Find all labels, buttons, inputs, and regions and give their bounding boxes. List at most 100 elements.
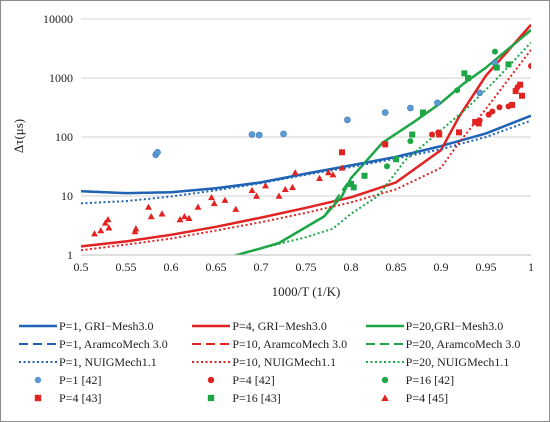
- data-points: [91, 48, 531, 237]
- y-tick-label: 1000: [49, 71, 73, 85]
- data-point-triangle: [281, 185, 289, 193]
- data-point-triangle: [208, 193, 215, 201]
- legend-symbol: [190, 338, 232, 350]
- data-point-triangle: [275, 192, 283, 199]
- legend-item: P=4 [45]: [364, 391, 537, 406]
- legend-label: P=1, GRI−Mesh3.0: [59, 318, 154, 333]
- series-line-2: [232, 29, 531, 255]
- legend-row: P=1, NUIGMech1.1 P=10, NUIGMech1.1 P=20, N…: [17, 353, 537, 371]
- legend-symbol: [364, 356, 406, 368]
- legend-symbol: [190, 392, 232, 404]
- legend-item: P=10, NUIGMech1.1: [190, 355, 363, 370]
- data-point-circle: [492, 48, 498, 55]
- legend-label: P=20,GRI−Mesh3.0: [405, 318, 504, 333]
- data-point-square: [475, 120, 482, 127]
- x-tick-label: 0.6: [164, 260, 179, 274]
- legend-symbol: [17, 320, 59, 332]
- legend-item: P=10, AramcoMech 3.0: [190, 337, 363, 352]
- legend-item: P=4, GRI−Mesh3.0: [190, 319, 363, 334]
- legend-symbol: [17, 338, 59, 350]
- data-point-circle: [528, 62, 531, 69]
- data-point-triangle: [316, 174, 323, 181]
- legend-item: P=16 [43]: [190, 391, 363, 406]
- data-point-square: [361, 172, 368, 179]
- data-point-square: [350, 184, 357, 191]
- legend-item: P=20, NUIGMech1.1: [364, 355, 537, 370]
- data-point-square: [409, 131, 416, 138]
- data-point-circle: [255, 131, 263, 139]
- series-line-7: [81, 49, 531, 252]
- legend-label: P=4 [43]: [59, 390, 102, 405]
- data-point-triangle: [158, 210, 166, 217]
- data-point-circle: [489, 108, 496, 115]
- data-point-square: [456, 129, 462, 136]
- legend-marker: [208, 394, 215, 402]
- x-tick-label: 0.65: [206, 260, 227, 274]
- data-point-square: [348, 180, 354, 187]
- y-tick-label: 10: [61, 189, 73, 203]
- data-point-circle: [384, 163, 390, 170]
- legend-row: P=4 [43] P=16 [43] P=4 [45]: [17, 389, 537, 407]
- gridlines: [81, 18, 531, 256]
- data-point-triangle: [181, 213, 188, 220]
- series-line-6: [81, 119, 531, 205]
- legend-label: P=20, AramcoMech 3.0: [405, 336, 521, 351]
- x-tick-label: 0.55: [116, 260, 137, 274]
- data-point-circle: [154, 149, 161, 156]
- data-point-square: [509, 101, 516, 108]
- data-point-triangle: [105, 224, 113, 231]
- y-tick-label: 10000: [43, 12, 73, 26]
- data-point-square: [512, 88, 519, 95]
- data-point-triangle: [185, 214, 193, 221]
- data-point-circle: [280, 130, 287, 138]
- data-point-triangle: [262, 182, 269, 189]
- data-point-triangle: [176, 216, 184, 223]
- legend-label: P=1, NUIGMech1.1: [59, 354, 157, 369]
- data-point-square: [420, 109, 426, 116]
- data-point-circle: [429, 131, 435, 138]
- legend-item: P=1, AramcoMech 3.0: [17, 337, 190, 352]
- data-point-triangle: [232, 205, 240, 212]
- legend-item: P=1, NUIGMech1.1: [17, 355, 190, 370]
- legend-label: P=1, AramcoMech 3.0: [59, 336, 168, 351]
- legend-marker: [34, 376, 42, 384]
- legend-label: P=1 [42]: [59, 372, 102, 387]
- y-tick-label: 100: [55, 130, 73, 144]
- legend-symbol: [364, 338, 406, 350]
- data-point-circle: [476, 89, 484, 97]
- legend-marker: [208, 376, 215, 384]
- legend-label: P=20, NUIGMech1.1: [405, 354, 510, 369]
- axes: 1 10 100 1000 10000 0.5 0.55 0.6 0.65 0.7 0.75 0.8 0…: [43, 12, 534, 274]
- x-tick-label: 0.7: [254, 260, 269, 274]
- legend-label: P=10, AramcoMech 3.0: [232, 336, 348, 351]
- data-point-triangle: [248, 186, 256, 194]
- legend-label: P=4, GRI−Mesh3.0: [232, 318, 327, 333]
- legend-item: P=20, AramcoMech 3.0: [364, 337, 537, 352]
- data-point-square: [461, 70, 468, 77]
- data-point-triangle: [101, 219, 109, 226]
- data-point-circle: [454, 87, 461, 94]
- data-point-triangle: [325, 169, 332, 176]
- series-line-8: [260, 41, 531, 250]
- data-point-circle: [434, 99, 441, 107]
- legend-marker: [34, 394, 42, 402]
- data-point-triangle: [210, 199, 218, 207]
- y-tick-label: 1: [67, 248, 73, 262]
- x-tick-label: 0.9: [434, 260, 449, 274]
- legend-label: P=10, NUIGMech1.1: [232, 354, 337, 369]
- data-point-square: [505, 61, 512, 68]
- legend-marker: [380, 394, 389, 401]
- series-line-0: [81, 114, 531, 195]
- legend-symbol: [17, 374, 59, 386]
- data-point-square: [465, 75, 471, 81]
- data-point-square: [393, 156, 399, 163]
- legend-symbol: [364, 320, 406, 332]
- data-point-triangle: [291, 169, 299, 176]
- data-point-triangle: [132, 225, 140, 232]
- legend-symbol: [364, 392, 406, 404]
- x-tick-label: 0.5: [74, 260, 89, 274]
- legend-label: P=4 [45]: [405, 390, 449, 405]
- y-axis-label: Δτ(μs): [11, 119, 26, 153]
- legend-label: P=4 [42]: [232, 372, 275, 387]
